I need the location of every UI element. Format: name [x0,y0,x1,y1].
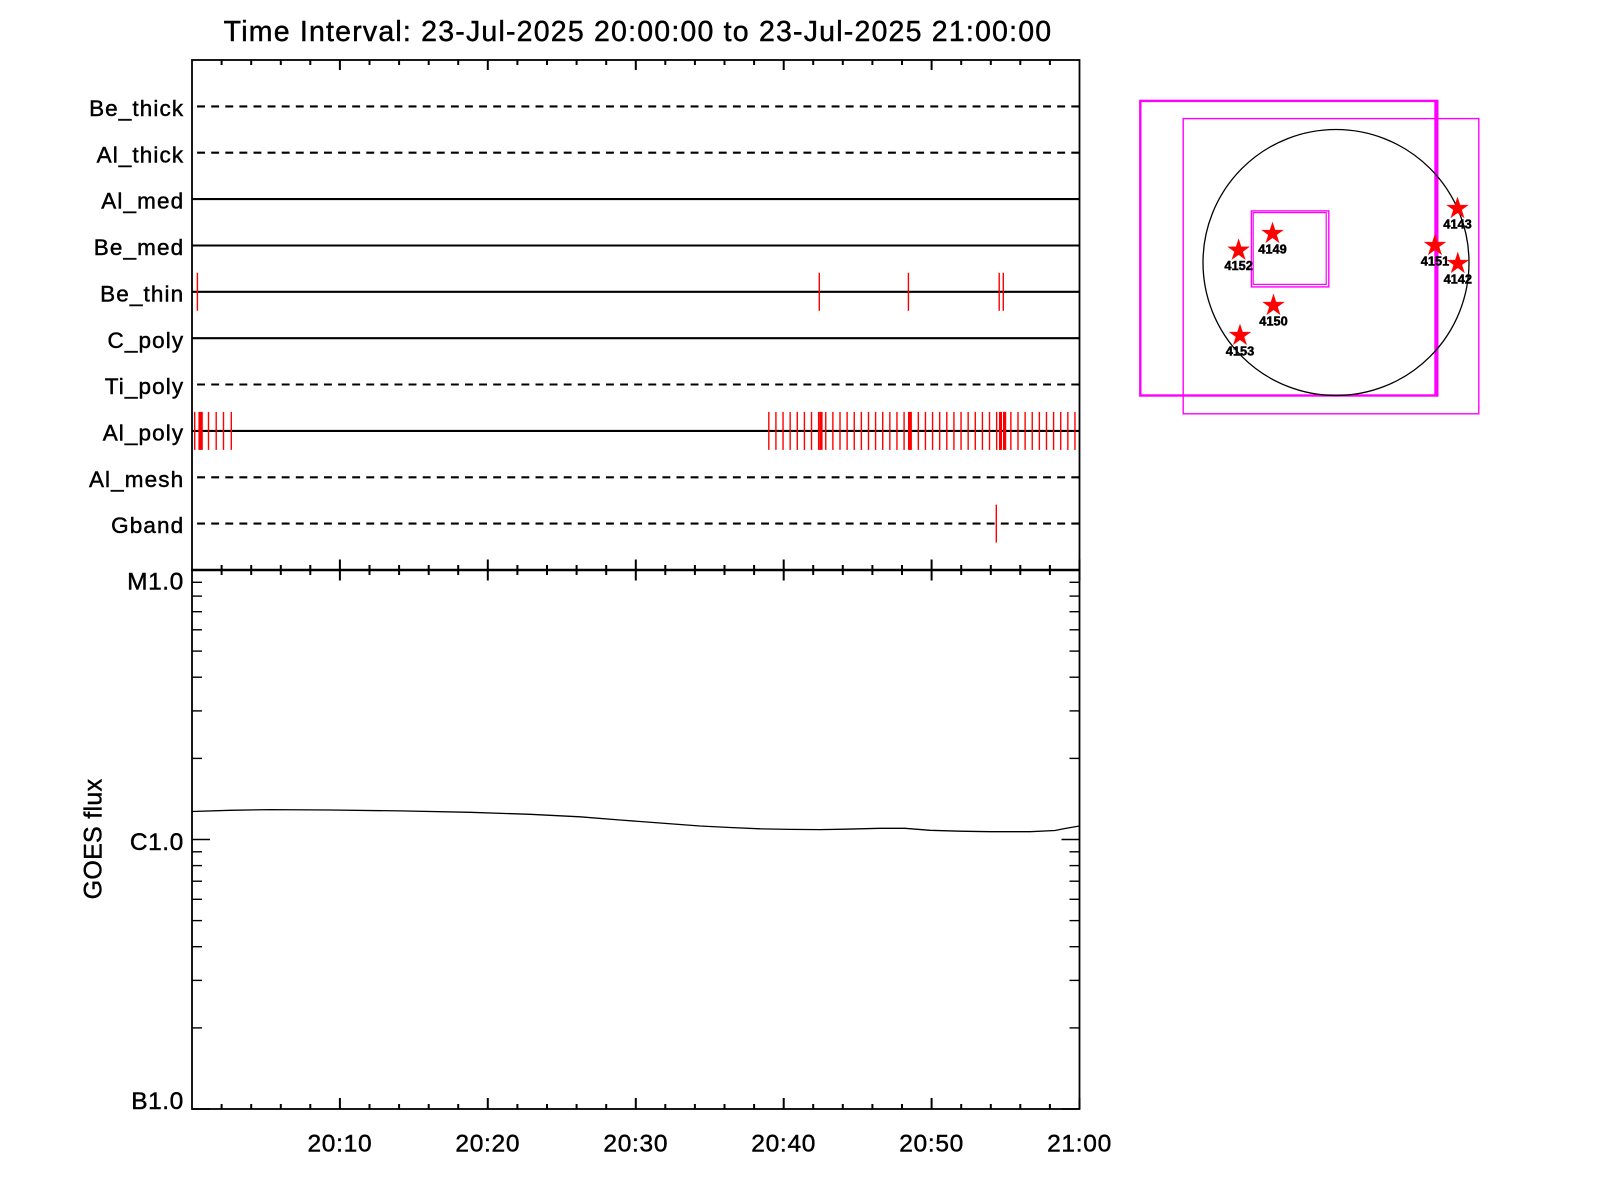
svg-text:Al_poly: Al_poly [103,421,185,446]
svg-text:4150: 4150 [1259,313,1287,328]
svg-text:Al_thick: Al_thick [97,142,185,167]
svg-text:4149: 4149 [1258,241,1286,256]
svg-text:Al_mesh: Al_mesh [89,467,184,492]
svg-text:C1.0: C1.0 [130,829,184,856]
svg-text:Ti_poly: Ti_poly [105,374,184,399]
svg-text:4151: 4151 [1421,253,1449,268]
svg-text:21:00: 21:00 [1047,1131,1112,1158]
svg-text:4143: 4143 [1443,216,1471,231]
svg-text:20:50: 20:50 [899,1131,964,1158]
svg-text:Be_med: Be_med [94,235,184,260]
svg-text:Gband: Gband [111,513,184,538]
svg-text:4153: 4153 [1226,343,1254,358]
svg-text:C_poly: C_poly [108,328,185,353]
svg-text:Al_med: Al_med [101,189,184,214]
svg-text:Be_thick: Be_thick [89,96,184,121]
svg-text:4142: 4142 [1444,271,1472,286]
svg-text:20:40: 20:40 [751,1131,816,1158]
svg-text:GOES flux: GOES flux [80,778,108,899]
svg-text:20:20: 20:20 [455,1131,520,1158]
svg-text:20:30: 20:30 [603,1131,668,1158]
svg-text:Be_thin: Be_thin [100,281,184,306]
svg-text:4152: 4152 [1224,258,1252,273]
svg-text:B1.0: B1.0 [131,1088,184,1115]
svg-text:20:10: 20:10 [307,1131,372,1158]
svg-text:Time Interval: 23-Jul-2025 20:: Time Interval: 23-Jul-2025 20:00:00 to 2… [224,16,1053,48]
svg-text:M1.0: M1.0 [127,569,184,596]
